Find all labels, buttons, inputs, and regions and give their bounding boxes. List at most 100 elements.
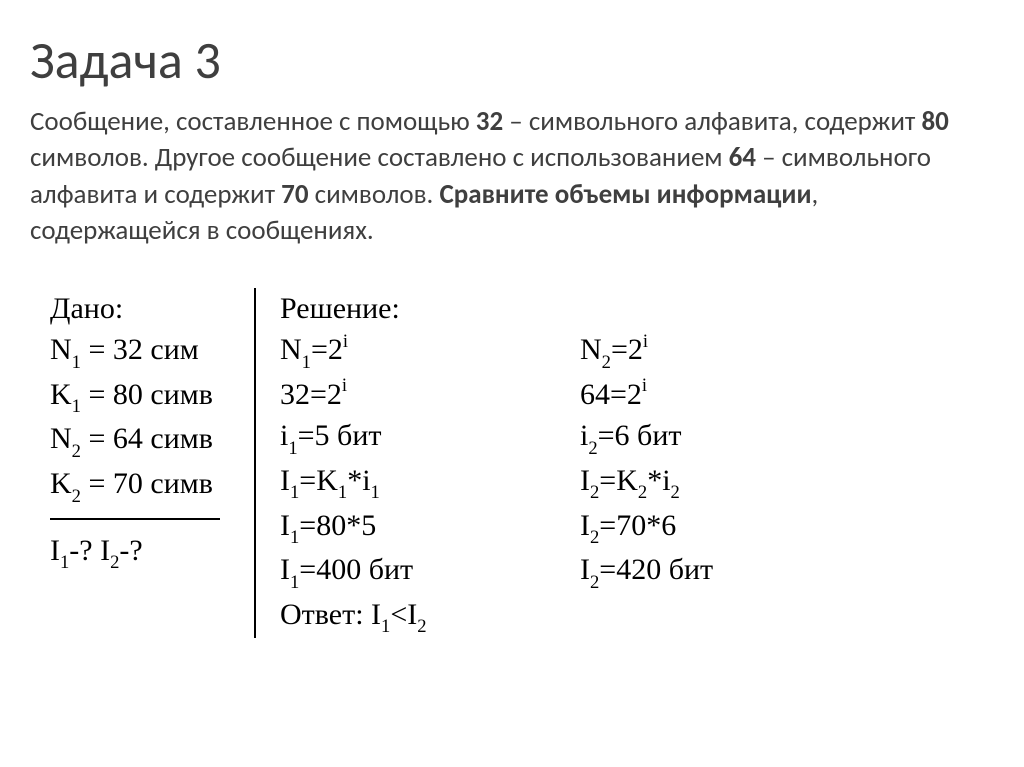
text-fragment: *i	[347, 464, 370, 497]
text-fragment: =400 бит	[299, 553, 413, 586]
subscript: 2	[590, 572, 599, 593]
superscript: i	[342, 375, 347, 396]
text-fragment: =420 бит	[599, 553, 713, 586]
solution-column-2: N2=2i 64=2i i2=6 бит I2=K2*i2 I2=70*6 I2…	[580, 288, 820, 594]
given-n1: N1 = 32 сим	[50, 329, 244, 374]
var-value: = 64 симв	[81, 422, 213, 455]
text-fragment: – символьного алфавита, содержит	[503, 105, 921, 138]
subscript: 1	[72, 352, 81, 373]
eq-row: I1=80*5	[280, 505, 580, 550]
var-label: I	[50, 534, 60, 567]
var-label: I	[280, 553, 290, 586]
eq-row: I1=K1*i1	[280, 460, 580, 505]
text-fragment: символов.	[309, 178, 440, 211]
text-fragment: =2	[611, 333, 643, 366]
var-label: I	[280, 464, 290, 497]
eq-row: N1=2i	[280, 329, 580, 374]
var-label: K	[50, 467, 72, 500]
eq-row: 64=2i	[580, 374, 820, 415]
subscript: 2	[72, 441, 81, 462]
bold-value: 70	[281, 178, 308, 211]
eq-row: i1=5 бит	[280, 415, 580, 460]
given-n2: N2 = 64 симв	[50, 418, 244, 463]
var-value: = 32 сим	[81, 333, 199, 366]
text-fragment: =K	[599, 464, 638, 497]
subscript: 2	[588, 438, 597, 459]
text-fragment: -?	[119, 534, 142, 567]
text-fragment: =5 бит	[298, 419, 382, 452]
solution-column-1: Решение: N1=2i 32=2i i1=5 бит I1=K1*i1 I…	[280, 288, 580, 594]
spacer-row	[580, 288, 820, 329]
solution-block: Дано: N1 = 32 сим K1 = 80 симв N2 = 64 с…	[50, 288, 994, 639]
var-label: N	[50, 333, 72, 366]
var-label: K	[50, 378, 72, 411]
text-fragment: =K	[299, 464, 338, 497]
var-label: N	[580, 333, 602, 366]
eq-row: I1=400 бит	[280, 549, 580, 594]
subscript: 1	[290, 572, 299, 593]
var-label: I	[371, 598, 381, 631]
text-fragment: 32=2	[280, 378, 342, 411]
var-label: N	[50, 422, 72, 455]
subscript: 2	[417, 616, 426, 637]
bold-value: 32	[476, 105, 503, 138]
text-fragment: Сообщение, составленное с помощью	[30, 105, 476, 138]
subscript: 2	[638, 482, 647, 503]
text-fragment: =6 бит	[598, 419, 682, 452]
subscript: 1	[288, 438, 297, 459]
text-fragment: *i	[647, 464, 670, 497]
var-label: I	[407, 598, 417, 631]
text-fragment: =80*5	[299, 509, 376, 542]
var-label: I	[580, 553, 590, 586]
eq-row: I2=70*6	[580, 505, 820, 550]
subscript: 2	[590, 482, 599, 503]
solution-header: Решение:	[280, 288, 580, 329]
subscript: 2	[671, 482, 680, 503]
subscript: 1	[290, 482, 299, 503]
eq-row: 32=2i	[280, 374, 580, 415]
var-label: N	[280, 333, 302, 366]
subscript: 2	[590, 527, 599, 548]
subscript: 2	[110, 552, 119, 573]
problem-statement: Сообщение, составленное с помощью 32 – с…	[30, 104, 970, 250]
eq-row: I2=K2*i2	[580, 460, 820, 505]
eq-row: i2=6 бит	[580, 415, 820, 460]
superscript: i	[343, 331, 348, 352]
var-value: = 80 симв	[81, 378, 213, 411]
bold-value: 64	[729, 141, 756, 174]
var-value: = 70 симв	[81, 467, 213, 500]
eq-row: N2=2i	[580, 329, 820, 374]
solution-section: Решение: N1=2i 32=2i i1=5 бит I1=K1*i1 I…	[270, 288, 820, 639]
text-fragment: -?	[69, 534, 100, 567]
subscript: 1	[338, 482, 347, 503]
given-k2: K2 = 70 симв	[50, 463, 244, 508]
text-fragment: =2	[311, 333, 343, 366]
text-fragment: =70*6	[599, 509, 676, 542]
subscript: 1	[60, 552, 69, 573]
operator: <	[390, 598, 407, 631]
subscript: 1	[290, 527, 299, 548]
var-label: I	[100, 534, 110, 567]
text-fragment: 64=2	[580, 378, 642, 411]
bold-value: 80	[921, 105, 948, 138]
text-fragment: символов. Другое сообщение составлено с …	[30, 141, 729, 174]
superscript: i	[642, 375, 647, 396]
var-label: I	[580, 509, 590, 542]
var-label: I	[580, 464, 590, 497]
bold-compare: Сравните объемы информации	[439, 178, 811, 211]
answer-row: Ответ: I1<I2	[270, 594, 820, 639]
subscript: 1	[72, 396, 81, 417]
answer-label: Ответ:	[280, 598, 371, 631]
problem-title: Задача 3	[30, 28, 994, 92]
given-header: Дано:	[50, 288, 244, 329]
eq-row: I2=420 бит	[580, 549, 820, 594]
given-k1: K1 = 80 симв	[50, 374, 244, 419]
subscript: 2	[72, 486, 81, 507]
given-section: Дано: N1 = 32 сим K1 = 80 симв N2 = 64 с…	[50, 288, 270, 639]
subscript: 1	[381, 616, 390, 637]
subscript: 2	[602, 352, 611, 373]
divider-line	[50, 518, 220, 520]
var-label: I	[280, 509, 290, 542]
subscript: 1	[302, 352, 311, 373]
superscript: i	[643, 331, 648, 352]
